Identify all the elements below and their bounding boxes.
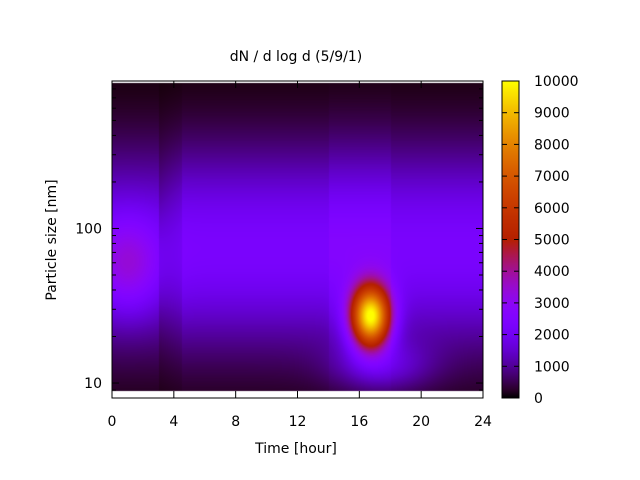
colorbar-tick-label: 1000: [534, 359, 570, 375]
y-axis-title: Particle size [nm]: [44, 179, 60, 300]
colorbar-tick-label: 6000: [534, 201, 570, 217]
colorbar-tick-label: 10000: [534, 74, 579, 90]
x-tick-label: 16: [350, 414, 368, 430]
heatmap-image: [112, 81, 483, 398]
colorbar-tick-label: 7000: [534, 169, 570, 185]
x-tick-label: 8: [231, 414, 240, 430]
colorbar-tick-label: 8000: [534, 137, 570, 153]
x-axis: 0 4 8 12 16 20 24: [108, 81, 492, 430]
colorbar-tick-label: 9000: [534, 106, 570, 122]
y-tick-label: 100: [75, 221, 102, 237]
heatmap-cells: [112, 81, 483, 398]
x-tick-label: 12: [289, 414, 307, 430]
colorbar-tick-label: 5000: [534, 233, 570, 249]
x-tick-label: 4: [169, 414, 178, 430]
colorbar-tick-label: 0: [534, 391, 543, 407]
colorbar-tick-label: 4000: [534, 264, 570, 280]
y-tick-label: 10: [84, 376, 102, 392]
colorbar-axis: 0 1000 2000 3000 4000 5000 6000 7000 8000 9000 100…: [502, 74, 579, 407]
x-tick-label: 24: [474, 414, 492, 430]
y-axis: 10 100: [75, 80, 483, 399]
colorbar-tick-label: 3000: [534, 296, 570, 312]
x-axis-title: Time [hour]: [254, 441, 337, 457]
x-tick-label: 20: [412, 414, 430, 430]
chart-title: dN / d log d (5/9/1): [230, 49, 363, 65]
colorbar-tick-label: 2000: [534, 328, 570, 344]
x-tick-label: 0: [108, 414, 117, 430]
